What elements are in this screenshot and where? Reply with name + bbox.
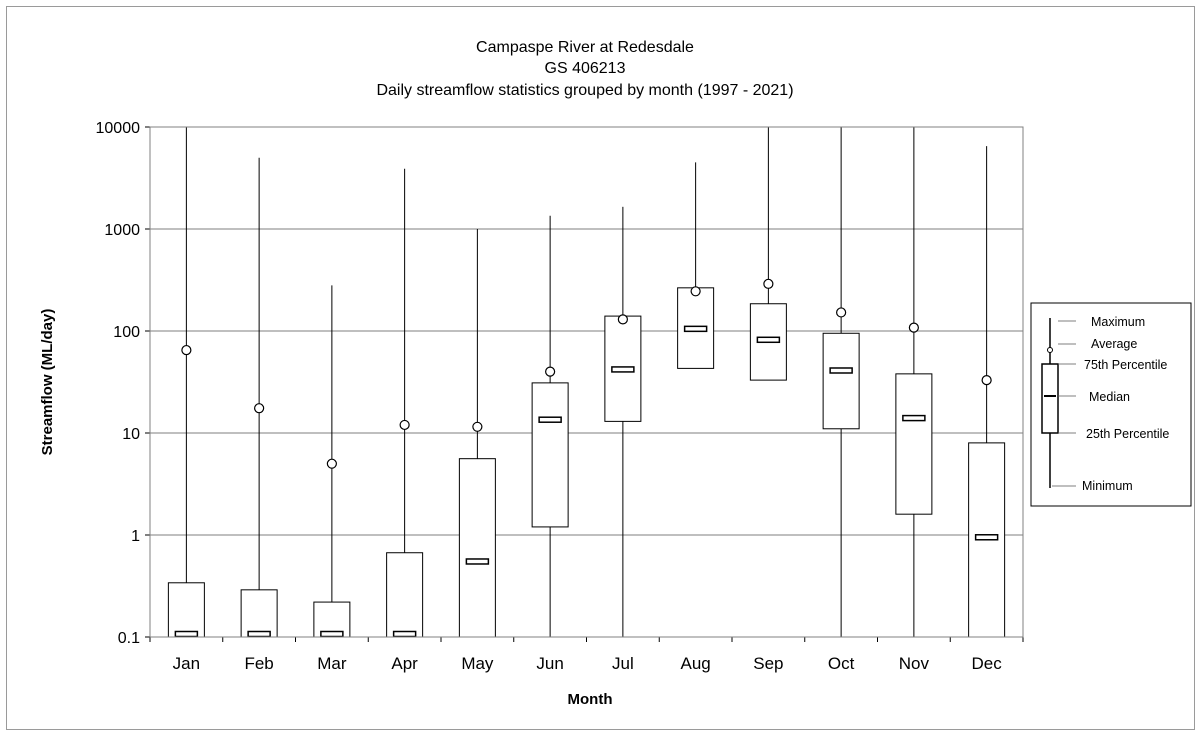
chart-title-line-1: Campaspe River at Redesdale xyxy=(476,39,694,56)
box-iqr xyxy=(895,373,933,515)
grid-lines xyxy=(150,126,1023,638)
box-iqr xyxy=(458,458,496,638)
median-mark xyxy=(974,534,999,541)
x-tick-label: Sep xyxy=(753,654,783,673)
x-tick-label: Oct xyxy=(828,654,855,673)
chart-frame xyxy=(6,6,1195,730)
x-tick-label: Jan xyxy=(173,654,200,673)
average-marker xyxy=(326,458,337,469)
box-iqr xyxy=(240,589,278,638)
x-axis-title: Month xyxy=(568,691,613,708)
box-iqr xyxy=(531,382,569,528)
y-tick-label: 1000 xyxy=(104,222,140,239)
average-marker xyxy=(981,375,992,386)
y-axis-title: Streamflow (ML/day) xyxy=(39,309,56,456)
legend-label-median: Median xyxy=(1089,390,1130,404)
legend-label-q3: 75th Percentile xyxy=(1084,358,1167,372)
x-tick-label: Nov xyxy=(899,654,930,673)
median-mark xyxy=(247,630,271,638)
box-iqr xyxy=(822,332,860,430)
average-marker xyxy=(254,403,265,414)
average-marker xyxy=(399,419,410,431)
y-tick-label: 1 xyxy=(131,528,140,545)
x-tick-label: Mar xyxy=(317,654,347,673)
legend-label-minimum: Minimum xyxy=(1082,479,1133,493)
legend-average-marker xyxy=(1047,347,1053,353)
y-tick-label: 0.1 xyxy=(118,630,140,647)
box-iqr xyxy=(167,582,205,638)
median-mark xyxy=(465,558,490,565)
median-mark xyxy=(683,325,708,333)
box-series xyxy=(167,127,1006,638)
median-mark xyxy=(174,630,199,638)
y-tick-label: 10000 xyxy=(96,120,141,137)
average-marker xyxy=(617,314,628,325)
chart-title-line-2: GS 406213 xyxy=(545,60,626,77)
y-tick-label: 100 xyxy=(113,324,140,341)
median-mark xyxy=(611,366,635,373)
x-tick-label: Jun xyxy=(536,654,563,673)
average-marker xyxy=(908,322,919,333)
average-marker xyxy=(181,344,192,356)
y-tick-label: 10 xyxy=(122,426,140,443)
median-mark xyxy=(902,414,926,422)
average-marker xyxy=(472,421,483,432)
median-mark xyxy=(392,630,417,638)
median-mark xyxy=(320,630,344,638)
legend: Maximum Average 75th Percentile Median 2… xyxy=(1030,302,1192,507)
legend-label-average: Average xyxy=(1091,337,1137,351)
box-iqr xyxy=(386,552,424,638)
median-mark xyxy=(829,367,853,374)
average-marker xyxy=(545,366,556,377)
x-tick-label: Dec xyxy=(972,654,1003,673)
average-marker xyxy=(836,307,847,318)
plot-area xyxy=(149,126,1024,638)
x-tick-label: May xyxy=(461,654,494,673)
median-mark xyxy=(756,336,781,344)
average-marker xyxy=(690,286,701,297)
x-tick-label: Aug xyxy=(681,654,711,673)
x-axis: Jan Feb Mar Apr May Jun Jul Aug Sep Oct Nov Dec xyxy=(149,637,1024,673)
average-marker xyxy=(763,278,774,289)
legend-label-maximum: Maximum xyxy=(1091,315,1145,329)
y-axis: 0.1 1 10 100 1000 10000 xyxy=(96,120,150,647)
legend-box xyxy=(1041,363,1059,434)
median-mark xyxy=(538,416,562,423)
x-tick-label: Feb xyxy=(244,654,273,673)
chart-title-line-3: Daily streamflow statistics grouped by m… xyxy=(376,82,793,99)
x-tick-label: Jul xyxy=(612,654,634,673)
legend-label-q1: 25th Percentile xyxy=(1086,427,1169,441)
x-tick-label: Apr xyxy=(391,654,418,673)
